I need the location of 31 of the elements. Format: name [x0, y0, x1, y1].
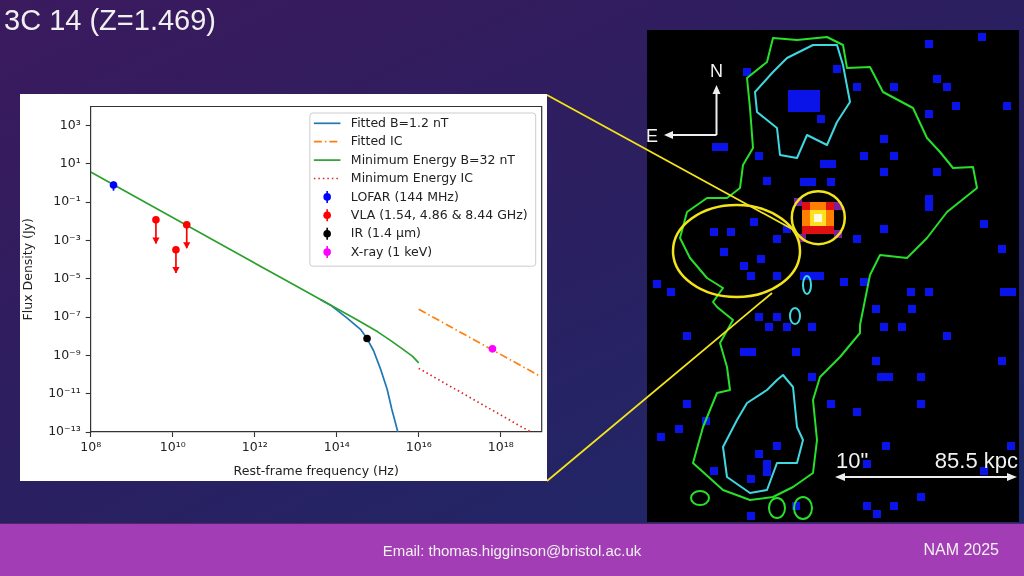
- y-tick-label: 10⁻¹: [53, 193, 81, 209]
- x-tick-label: 10¹⁴: [323, 438, 350, 454]
- legend-label: Minimum Energy IC: [350, 170, 474, 186]
- x-axis-title: Rest-frame frequency (Hz): [233, 462, 399, 478]
- y-tick-label: 10⁻³: [53, 231, 81, 247]
- x-tick-label: 10¹²: [241, 438, 268, 454]
- y-tick-label: 10¹: [59, 155, 81, 171]
- text: 10": [836, 448, 869, 473]
- legend-label: VLA (1.54, 4.86 & 8.44 GHz): [350, 207, 528, 223]
- x-tick-label: 10¹⁰: [159, 438, 186, 454]
- x-tick-label: 10¹⁶: [405, 438, 432, 454]
- text: NAM 2025: [923, 541, 999, 558]
- x-tick-label: 10⁸: [80, 438, 102, 454]
- text: N: [710, 61, 723, 81]
- legend-label: Fitted IC: [350, 133, 403, 149]
- y-axis-title: Flux Density (Jy): [19, 218, 35, 321]
- x-tick-label: 10¹⁸: [487, 438, 514, 454]
- legend-label: Fitted B=1.2 nT: [350, 115, 449, 131]
- text: 85.5 kpc: [934, 448, 1018, 473]
- legend-label: X-ray (1 keV): [350, 243, 433, 259]
- y-tick-label: 10⁻¹³: [48, 423, 81, 439]
- legend-label: Minimum Energy B=32 nT: [350, 151, 516, 167]
- y-tick-label: 10³: [59, 116, 81, 132]
- legend-label: IR (1.4 μm): [350, 225, 421, 241]
- y-tick-label: 10⁻⁷: [53, 308, 81, 324]
- y-tick-label: 10⁻⁹: [53, 346, 81, 362]
- chart-title: 3C 14 (Z=1.469): [4, 3, 216, 37]
- text: Email: thomas.higginson@bristol.ac.uk: [382, 541, 642, 559]
- legend-label: LOFAR (144 MHz): [350, 188, 459, 204]
- y-tick-label: 10⁻⁵: [53, 270, 81, 286]
- y-tick-label: 10⁻¹¹: [48, 384, 81, 400]
